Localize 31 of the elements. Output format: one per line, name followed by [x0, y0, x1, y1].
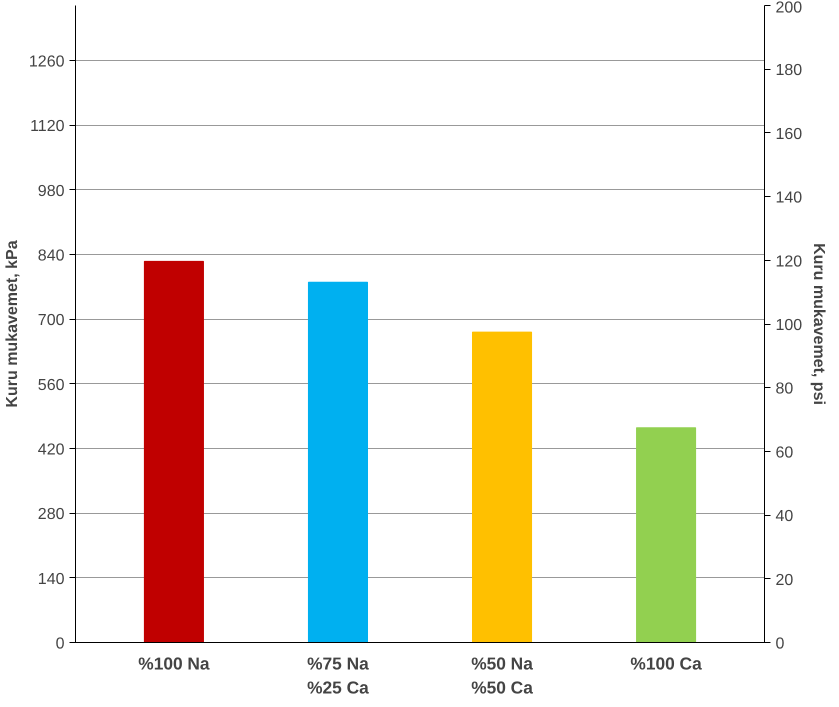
- bar: [636, 427, 696, 642]
- y-tick-label: 420: [38, 441, 65, 458]
- x-tick-label: %100 Na: [138, 654, 210, 674]
- bar: [472, 332, 532, 642]
- x-tick-label: %50 Na %50 Ca: [471, 654, 534, 698]
- y2-tick-label: 120: [776, 253, 802, 270]
- y2-tick-label: 60: [776, 444, 794, 462]
- y2-tick-label: 200: [776, 0, 802, 16]
- y-tick-label: 140: [38, 570, 65, 588]
- y-tick-label: 0: [56, 636, 65, 652]
- bar: [144, 260, 204, 642]
- y2-tick-label: 180: [776, 62, 802, 80]
- y2-tick-label: 80: [776, 380, 794, 398]
- y2-tick-label: 160: [776, 126, 802, 143]
- y-tick-label: 980: [38, 182, 65, 200]
- y-axis-title: Kuru mukavemet, kPa: [4, 240, 21, 408]
- x-tick-label: %75 Na %25 Ca: [307, 654, 370, 698]
- y-tick-label: 1120: [30, 118, 65, 136]
- bar: [308, 282, 368, 642]
- y-tick-label: 700: [38, 312, 65, 330]
- y-tick-label: 280: [38, 506, 65, 524]
- y-tick-label: 560: [38, 376, 65, 394]
- y2-tick-label: 20: [776, 572, 794, 589]
- y2-tick-label: 0: [776, 636, 784, 652]
- y2-axis-title: Kuru mukavemet, psi: [810, 243, 828, 405]
- y2-tick-label: 100: [776, 317, 802, 334]
- x-tick-label: %100 Ca: [630, 654, 702, 674]
- y2-tick-label: 140: [776, 190, 802, 207]
- y-tick-label: 840: [38, 247, 65, 264]
- y2-tick-label: 40: [776, 508, 794, 526]
- y-tick-label: 1260: [28, 53, 65, 70]
